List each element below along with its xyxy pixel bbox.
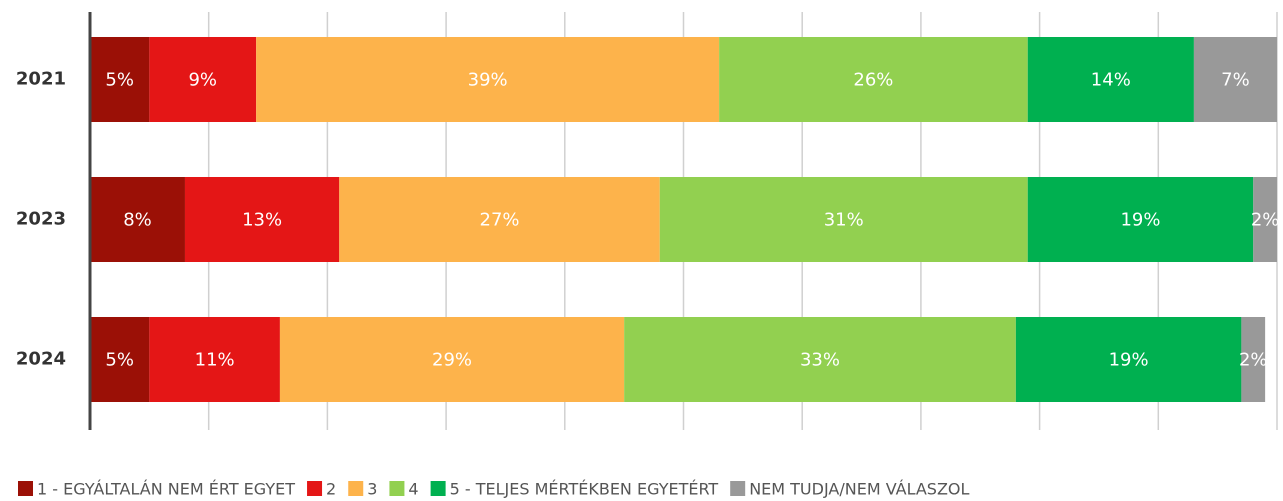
legend-label: 2 <box>326 480 336 499</box>
bar-segment <box>256 37 720 122</box>
legend-swatch <box>307 481 323 496</box>
data-label: 8% <box>123 210 152 231</box>
bar-segment <box>1253 177 1277 262</box>
bar-segment <box>149 317 280 402</box>
data-label: 2% <box>1239 350 1268 371</box>
legend-swatch <box>18 481 33 496</box>
bar-segment <box>149 37 257 122</box>
bar-segment <box>1193 37 1277 122</box>
bar-segment <box>90 317 150 402</box>
legend-swatch <box>730 481 746 496</box>
legend-swatch <box>348 481 364 496</box>
bar-segment <box>719 37 1028 122</box>
data-label: 26% <box>853 70 893 91</box>
legend-label: 3 <box>367 480 377 499</box>
bar-segment <box>279 317 625 402</box>
data-label: 7% <box>1221 70 1250 91</box>
legend-label: 5 - TELJES MÉRTÉKBEN EGYETÉRT <box>450 480 719 499</box>
bar-segment <box>90 37 150 122</box>
legend-label: 4 <box>408 480 418 499</box>
data-label: 11% <box>195 350 235 371</box>
data-label: 29% <box>432 350 472 371</box>
data-label: 2% <box>1251 210 1280 231</box>
bar-segment <box>1027 177 1254 262</box>
bar-segment <box>339 177 660 262</box>
legend-swatch <box>430 481 446 496</box>
bar-segment <box>1015 317 1242 402</box>
data-label: 31% <box>824 210 864 231</box>
category-label: 2024 <box>16 349 66 370</box>
bar-segment <box>659 177 1028 262</box>
legend-label: 1 - EGYÁLTALÁN NEM ÉRT EGYET <box>37 480 295 499</box>
data-label: 5% <box>105 350 134 371</box>
data-label: 27% <box>480 210 520 231</box>
legend-label: NEM TUDJA/NEM VÁLASZOL <box>749 480 969 499</box>
data-label: 5% <box>105 70 134 91</box>
data-label: 19% <box>1120 210 1160 231</box>
data-label: 39% <box>468 70 508 91</box>
bar-segment <box>1241 317 1266 402</box>
bar-segment <box>90 177 185 262</box>
bar-segment <box>1027 37 1194 122</box>
category-label: 2021 <box>16 69 66 90</box>
bar-segment <box>184 177 340 262</box>
data-label: 33% <box>800 350 840 371</box>
bar-segment <box>624 317 1016 402</box>
data-label: 9% <box>188 70 217 91</box>
data-label: 13% <box>242 210 282 231</box>
data-label: 14% <box>1091 70 1131 91</box>
legend-swatch <box>389 481 405 496</box>
data-label: 19% <box>1109 350 1149 371</box>
category-label: 2023 <box>16 209 66 230</box>
